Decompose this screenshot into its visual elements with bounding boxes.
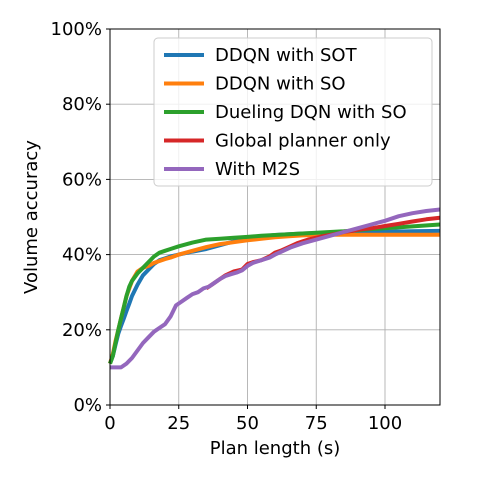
x-axis-ticks: 0 25 50 75 100 — [104, 405, 402, 434]
series-line-4 — [110, 207, 441, 370]
y-tick-label: 60% — [62, 169, 102, 190]
y-tick-label: 80% — [62, 94, 102, 115]
legend-label-2: Dueling DQN with SO — [215, 102, 407, 123]
x-tick-label: 50 — [236, 413, 259, 434]
y-tick-label: 20% — [62, 320, 102, 341]
x-axis-label: Plan length (s) — [210, 438, 341, 459]
y-tick-label: 100% — [51, 19, 102, 40]
legend: DDQN with SOT DDQN with SO Dueling DQN wit… — [153, 37, 433, 187]
x-tick-label: 0 — [104, 413, 115, 434]
series-lines — [108, 207, 441, 370]
x-tick-label: 25 — [167, 413, 190, 434]
x-tick-label: 100 — [368, 413, 402, 434]
series-line-2 — [108, 222, 441, 365]
y-tick-label: 40% — [62, 245, 102, 266]
legend-label-1: DDQN with SO — [215, 74, 346, 95]
y-tick-label: 0% — [73, 395, 102, 416]
x-tick-label: 75 — [305, 413, 328, 434]
legend-label-4: With M2S — [215, 159, 300, 180]
legend-label-0: DDQN with SOT — [215, 45, 358, 66]
plot-frame — [109, 28, 441, 406]
legend-label-3: Global planner only — [215, 131, 391, 152]
legend-frame — [153, 37, 433, 187]
y-axis-label: Volume accuracy — [21, 140, 42, 294]
y-axis-ticks: 0% 20% 40% 60% 80% 100% — [51, 19, 110, 416]
